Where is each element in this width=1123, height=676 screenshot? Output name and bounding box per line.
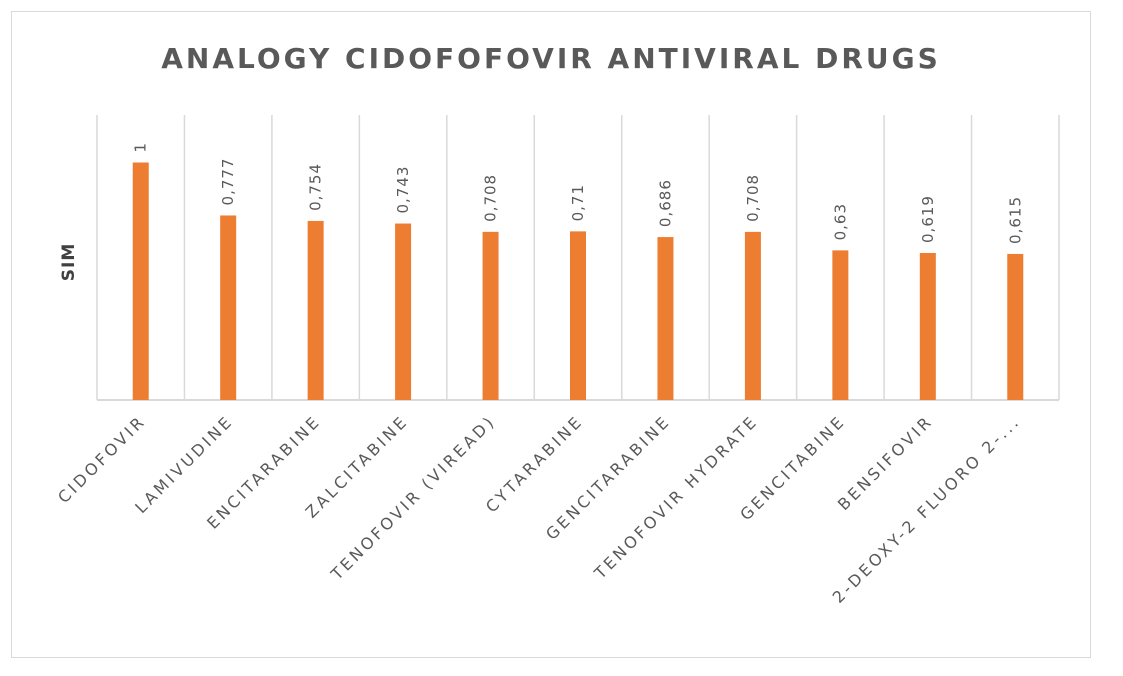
chart-frame xyxy=(11,11,1091,658)
chart-title: ANALOGY CIDOFOFOVIR ANTIVIRAL DRUGS xyxy=(161,42,941,75)
data-label: 1 xyxy=(132,142,150,153)
data-labels: 1 0,777 0,754 0,743 0,708 0,71 0,686 0,708 0,63 0… xyxy=(132,142,1025,244)
data-label: 0,777 xyxy=(219,158,237,206)
bar xyxy=(395,223,412,400)
bar xyxy=(832,250,849,400)
data-label: 0,71 xyxy=(569,184,587,221)
bar xyxy=(744,231,761,400)
data-label: 0,708 xyxy=(744,174,762,222)
x-tick-labels: CIDOFOVIRLAMIVUDINEENCITARABINEZALCITABI… xyxy=(54,411,1024,606)
bar xyxy=(919,252,936,400)
x-tick-label: TENOFOVIR HYDRATE xyxy=(590,411,762,583)
data-label: 0,754 xyxy=(307,163,325,211)
bars xyxy=(132,162,1024,400)
y-axis-label: SIM xyxy=(59,243,79,282)
data-label: 0,615 xyxy=(1006,196,1024,244)
x-tick-label: 2-DEOXY-2 FLUORO 2-... xyxy=(829,411,1024,606)
data-label: 0,619 xyxy=(919,195,937,243)
x-tick-label: BENSIFOVIR xyxy=(834,411,937,514)
bar xyxy=(1007,253,1024,400)
data-label: 0,686 xyxy=(656,179,674,227)
x-tick-label: CIDOFOVIR xyxy=(54,411,150,507)
grid-lines xyxy=(96,115,1060,401)
data-label: 0,708 xyxy=(482,174,500,222)
bar xyxy=(132,162,149,400)
data-label: 0,743 xyxy=(394,166,412,214)
bar xyxy=(482,231,499,400)
bar xyxy=(220,215,237,400)
data-label: 0,63 xyxy=(831,203,849,240)
bar xyxy=(307,220,324,400)
bar xyxy=(657,237,674,400)
x-tick-label: TENOFOVIR (VIREAD) xyxy=(327,411,500,584)
bar xyxy=(570,231,586,400)
